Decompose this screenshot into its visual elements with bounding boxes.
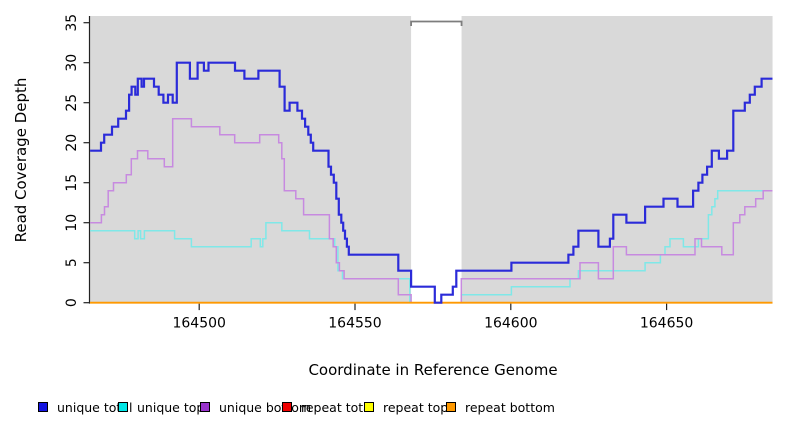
legend-label: repeat top <box>383 399 449 415</box>
masked-region-cap-marker <box>410 20 463 26</box>
legend-item-repeat-total: repeat total <box>282 398 374 416</box>
x-tick-label: 164500 <box>172 316 225 332</box>
y-tick-label: 35 <box>64 14 80 32</box>
legend-item-unique-total: unique total <box>38 398 132 416</box>
legend-label: unique top <box>137 399 205 415</box>
legend: unique total unique top unique bottom repea… <box>0 398 792 420</box>
y-tick-label: 30 <box>64 54 80 72</box>
legend-label: repeat bottom <box>465 399 555 415</box>
legend-label: unique total <box>57 399 133 415</box>
x-axis-title: Coordinate in Reference Genome <box>308 361 558 379</box>
legend-item-unique-top: unique top <box>118 398 204 416</box>
legend-item-repeat-bottom: repeat bottom <box>446 398 555 416</box>
series-line-unique-bottom <box>90 117 773 304</box>
y-tick-label: 15 <box>64 174 80 192</box>
coverage-plot-canvas: 0 5 10 15 20 25 30 35 164500 164550 164600 164650 <box>64 14 773 332</box>
y-tick-label: 20 <box>64 134 80 152</box>
y-tick-label: 0 <box>64 298 80 307</box>
legend-swatch-icon <box>364 402 374 412</box>
legend-swatch-icon <box>38 402 48 412</box>
y-axis-title: Read Coverage Depth <box>12 77 30 243</box>
legend-label: repeat total <box>301 399 375 415</box>
series-line-unique-total <box>90 61 773 304</box>
x-tick-label: 164650 <box>640 316 693 332</box>
legend-swatch-icon <box>446 402 456 412</box>
x-tick-label: 164550 <box>328 316 381 332</box>
y-tick-label: 5 <box>64 258 80 267</box>
legend-swatch-icon <box>200 402 210 412</box>
legend-swatch-icon <box>282 402 292 412</box>
y-tick-label: 10 <box>64 214 80 232</box>
y-tick-label: 25 <box>64 94 80 112</box>
legend-swatch-icon <box>118 402 128 412</box>
masked-region-band <box>411 16 462 304</box>
x-tick-label: 164600 <box>484 316 537 332</box>
legend-item-repeat-top: repeat top <box>364 398 448 416</box>
